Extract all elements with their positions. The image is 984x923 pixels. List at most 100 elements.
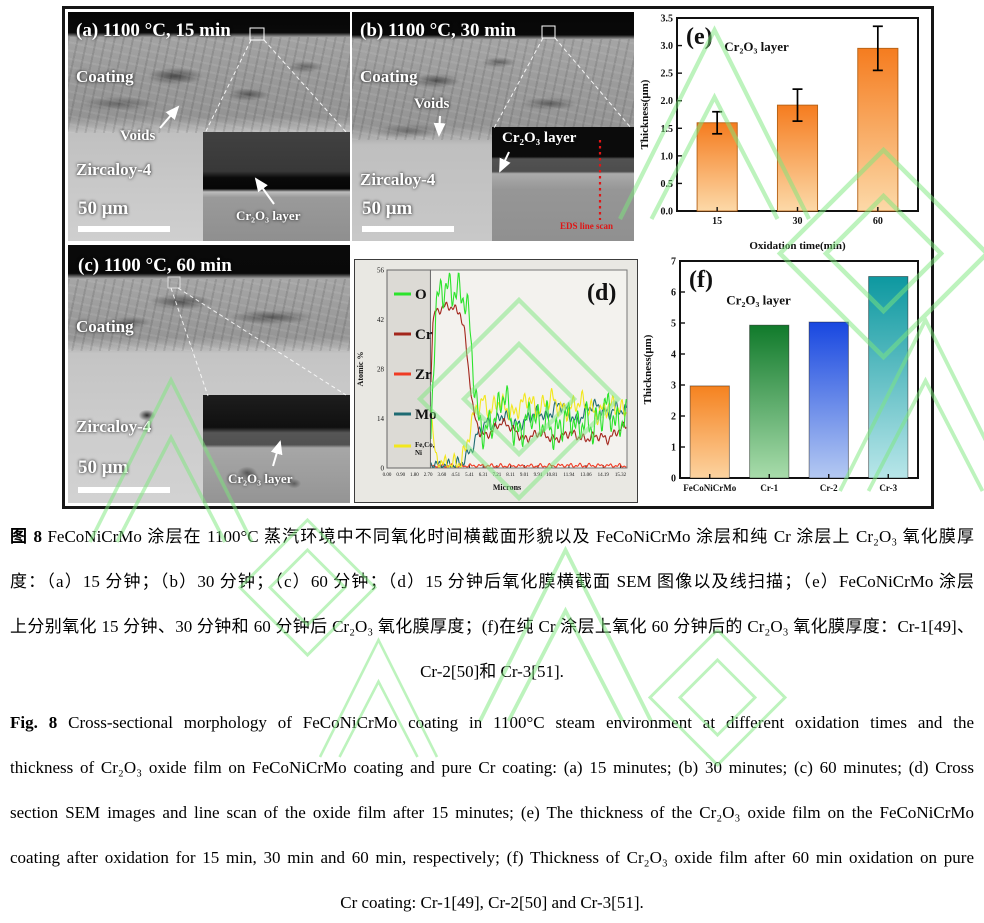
svg-text:8.11: 8.11 — [506, 473, 515, 478]
svg-text:9.01: 9.01 — [520, 473, 529, 478]
substrate-label-a: Zircaloy-4 — [76, 160, 152, 179]
substrate-label-b: Zircaloy-4 — [360, 170, 436, 189]
substrate-label-c: Zircaloy-4 — [76, 417, 152, 436]
svg-text:13.06: 13.06 — [580, 473, 592, 478]
svg-text:Zr: Zr — [415, 367, 432, 383]
zoom-box — [249, 27, 265, 41]
svg-text:60: 60 — [873, 216, 883, 227]
svg-text:Fe,Co,: Fe,Co, — [415, 441, 435, 449]
svg-text:6.31: 6.31 — [479, 473, 488, 478]
svg-text:14.19: 14.19 — [598, 473, 610, 478]
svg-text:7.21: 7.21 — [492, 473, 501, 478]
svg-text:Thickness(μm): Thickness(μm) — [642, 334, 654, 404]
svg-text:9.91: 9.91 — [534, 473, 543, 478]
svg-text:0: 0 — [671, 474, 676, 485]
svg-text:1.0: 1.0 — [661, 151, 674, 162]
svg-text:Cr-3: Cr-3 — [879, 483, 897, 493]
svg-text:Atomic %: Atomic % — [356, 352, 365, 387]
zoom-box — [167, 276, 181, 289]
chart-d-eds-line-scan: 0 14 28 42 56 0.00 0.90 1.80 2.70 3.60 4.51 5.41 6.3… — [354, 259, 638, 503]
scalebar-b — [362, 226, 454, 232]
caption-en-line-4: coating after oxidation for 15 min, 30 m… — [10, 848, 974, 867]
svg-text:Microns: Microns — [493, 483, 521, 492]
svg-text:28: 28 — [377, 366, 385, 374]
caption-zh-label: 图 8 — [10, 527, 43, 546]
voids-arrow — [159, 105, 180, 129]
caption-zh-line-1: 图 8 FeCoNiCrMo 涂层在 1100°C 蒸汽环境中不同氧化时间横截面… — [10, 527, 974, 546]
svg-text:0.00: 0.00 — [383, 473, 392, 478]
svg-text:0.0: 0.0 — [661, 207, 674, 218]
svg-text:3.0: 3.0 — [661, 41, 674, 52]
inset-a — [203, 132, 350, 241]
caption-zh-line-2: 度：（a）15 分钟；（b）30 分钟；（c）60 分钟；（d）15 分钟后氧化… — [10, 572, 974, 591]
svg-text:5.41: 5.41 — [465, 473, 474, 478]
panel-a-title: (a) 1100 °C, 15 min — [76, 20, 231, 41]
panel-b-title: (b) 1100 °C, 30 min — [360, 20, 516, 41]
svg-text:2.70: 2.70 — [424, 473, 433, 478]
svg-text:1.80: 1.80 — [410, 473, 419, 478]
svg-text:Cr: Cr — [415, 327, 433, 343]
svg-text:3.60: 3.60 — [437, 473, 446, 478]
svg-text:Oxidation time(min): Oxidation time(min) — [749, 240, 846, 252]
caption-english: Fig. 8 Cross-sectional morphology of FeC… — [10, 700, 974, 923]
svg-text:0.90: 0.90 — [396, 473, 405, 478]
svg-text:56: 56 — [377, 267, 385, 275]
bar-chart-f: 0 1 2 3 4 5 6 7 FeCoNiCrMo Cr-1 Cr-2 Cr-3 (f) Cr₂O₃ l… — [642, 257, 919, 493]
svg-text:Cr-1: Cr-1 — [760, 483, 778, 493]
bar-chart-e: 0.0 0.5 1.0 1.5 2.0 2.5 3.0 3.5 15 30 60 Oxidation … — [639, 14, 919, 252]
svg-text:Mo: Mo — [415, 407, 437, 423]
chart-e-thickness-vs-time: 0.0 0.5 1.0 1.5 2.0 2.5 3.0 3.5 15 30 60 Oxidation … — [637, 12, 930, 255]
scalebar-label-c: 50 μm — [78, 457, 129, 478]
scalebar-a — [78, 226, 170, 232]
caption-zh-line-3: 上分别氧化 15 分钟、30 分钟和 60 分钟后 Cr₂O₃ 氧化膜厚度；(f… — [10, 617, 974, 636]
caption-en-line-5: Cr coating: Cr-1[49], Cr-2[50] and Cr-3[… — [340, 893, 644, 912]
coating-label-c: Coating — [76, 317, 134, 336]
line-chart-d: 0 14 28 42 56 0.00 0.90 1.80 2.70 3.60 4.51 5.41 6.3… — [356, 267, 628, 492]
coating-label-a: Coating — [76, 67, 134, 86]
svg-text:5: 5 — [671, 319, 676, 330]
voids-label-a: Voids — [120, 128, 156, 144]
svg-text:4: 4 — [671, 350, 676, 361]
figure-8: (a) 1100 °C, 15 min Coating Voids Zircal… — [62, 6, 934, 509]
caption-zh-line-4: Cr-2[50]和 Cr-3[51]. — [420, 662, 564, 681]
svg-text:3: 3 — [671, 381, 676, 392]
sem-panel-a: (a) 1100 °C, 15 min Coating Voids Zircal… — [68, 12, 350, 241]
svg-text:6: 6 — [671, 288, 676, 299]
coating-texture — [352, 39, 634, 141]
caption-en-line-1: Fig. 8 Cross-sectional morphology of FeC… — [10, 713, 974, 732]
coating-label-b: Coating — [360, 67, 418, 86]
caption-en-label: Fig. 8 — [10, 713, 58, 732]
svg-text:0.5: 0.5 — [661, 179, 674, 190]
svg-text:10.81: 10.81 — [546, 473, 558, 478]
svg-text:FeCoNiCrMo: FeCoNiCrMo — [683, 483, 736, 493]
coating-texture — [68, 278, 350, 351]
svg-text:2: 2 — [671, 412, 676, 423]
caption-en-line-3: section SEM images and line scan of the … — [10, 803, 974, 822]
inset-label-c: Cr₂O₃ layer — [228, 471, 293, 486]
svg-text:11.94: 11.94 — [563, 473, 575, 478]
eds-label: EDS line scan — [560, 221, 614, 231]
svg-text:(d): (d) — [587, 280, 616, 306]
svg-text:14: 14 — [377, 415, 385, 423]
svg-text:Cr₂O₃ layer: Cr₂O₃ layer — [724, 39, 789, 54]
svg-text:Cr₂O₃ layer: Cr₂O₃ layer — [726, 292, 791, 307]
svg-text:Cr-2: Cr-2 — [820, 483, 838, 493]
sem-panel-c: (c) 1100 °C, 60 min Coating Zircaloy-4 5… — [68, 245, 350, 503]
caption-chinese: 图 8 FeCoNiCrMo 涂层在 1100°C 蒸汽环境中不同氧化时间横截面… — [10, 514, 974, 694]
svg-text:3.5: 3.5 — [661, 14, 674, 25]
voids-label-b: Voids — [414, 96, 450, 112]
svg-text:30: 30 — [793, 216, 803, 227]
svg-text:0: 0 — [381, 465, 385, 473]
svg-text:1: 1 — [671, 443, 676, 454]
sem-panel-b: (b) 1100 °C, 30 min Coating Voids Zircal… — [352, 12, 634, 241]
scalebar-label-a: 50 μm — [78, 198, 129, 219]
svg-text:42: 42 — [377, 316, 385, 324]
svg-text:(e): (e) — [686, 24, 713, 50]
svg-text:(f): (f) — [689, 267, 713, 293]
svg-text:7: 7 — [671, 257, 676, 268]
svg-text:Ni: Ni — [415, 449, 422, 457]
svg-text:4.51: 4.51 — [451, 473, 460, 478]
zoom-box — [541, 25, 556, 39]
scalebar-label-b: 50 μm — [362, 198, 413, 219]
caption-en-line-2: thickness of Cr₂O₃ oxide film on FeCoNiC… — [10, 758, 974, 777]
